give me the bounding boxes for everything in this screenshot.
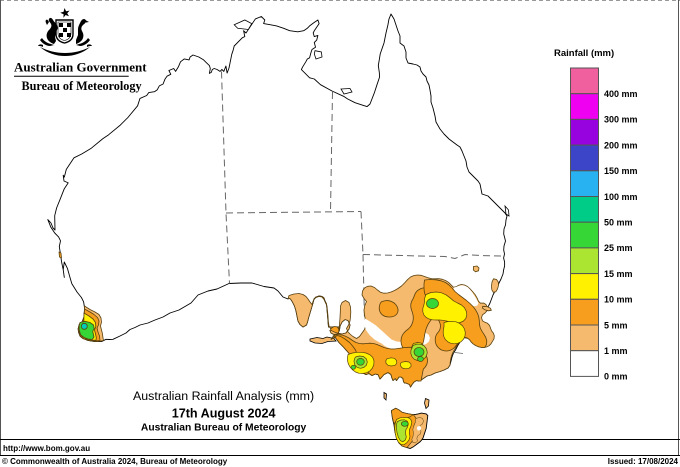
svg-text:50 mm: 50 mm — [604, 218, 633, 228]
svg-text:17th August 2024: 17th August 2024 — [172, 407, 276, 421]
svg-text:150 mm: 150 mm — [604, 166, 638, 176]
svg-text:1 mm: 1 mm — [604, 346, 628, 356]
svg-text:200 mm: 200 mm — [604, 140, 638, 150]
svg-text:Australian Government: Australian Government — [14, 60, 147, 75]
svg-text:5 mm: 5 mm — [604, 320, 628, 330]
svg-text:Bureau of Meteorology: Bureau of Meteorology — [22, 79, 142, 93]
svg-text:400 mm: 400 mm — [604, 89, 638, 99]
svg-text:10 mm: 10 mm — [604, 295, 633, 305]
svg-text:25 mm: 25 mm — [604, 243, 633, 253]
svg-text:300 mm: 300 mm — [604, 115, 638, 125]
svg-text:Australian Rainfall Analysis (: Australian Rainfall Analysis (mm) — [133, 389, 314, 403]
svg-text:Issued: 17/08/2024: Issued: 17/08/2024 — [608, 457, 679, 466]
svg-text:Australian Bureau of Meteorolo: Australian Bureau of Meteorology — [141, 423, 307, 434]
svg-text:© Commonwealth of Australia 20: © Commonwealth of Australia 2024, Bureau… — [2, 457, 228, 466]
svg-text:15 mm: 15 mm — [604, 269, 633, 279]
svg-text:100 mm: 100 mm — [604, 192, 638, 202]
svg-text:0 mm: 0 mm — [604, 372, 628, 382]
svg-text:http://www.bom.gov.au: http://www.bom.gov.au — [3, 444, 90, 453]
svg-text:Rainfall (mm): Rainfall (mm) — [554, 48, 614, 59]
